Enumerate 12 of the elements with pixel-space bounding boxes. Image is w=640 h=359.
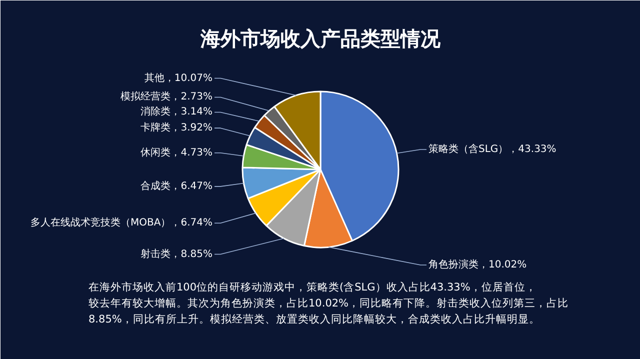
- slice-label: 射击类，8.85%: [140, 248, 213, 260]
- slice-label: 卡牌类，3.92%: [140, 122, 213, 134]
- slice-label: 模拟经营类，2.73%: [120, 90, 213, 103]
- slice-label: 策略类（含SLG），43.33%: [428, 143, 556, 156]
- slice-label: 合成类，6.47%: [140, 180, 213, 192]
- slice-label: 其他，10.07%: [144, 72, 213, 84]
- slice-label: 休闲类，4.73%: [140, 146, 213, 158]
- text: 在海外市场收入前100位的自研移动游戏中，策略类(含SLG）收入占比43.33%，位居首位，较去年有较大增幅。其次为角色扮演类，占比10.02%，同比略有下降。射击类收入位列第三，占比8.85%，同比有所上升。模拟经营类、放置类收入同比降幅较大，合成类收入占比升幅明显。: [88, 280, 569, 326]
- slice-label: 消除类，3.14%: [140, 106, 213, 118]
- slice-label: 角色扮演类，10.02%: [428, 258, 527, 270]
- slice-label: 多人在线战术竞技类（MOBA），6.74%: [30, 216, 212, 229]
- chart-title: 海外市场收入产品类型情况: [200, 26, 442, 50]
